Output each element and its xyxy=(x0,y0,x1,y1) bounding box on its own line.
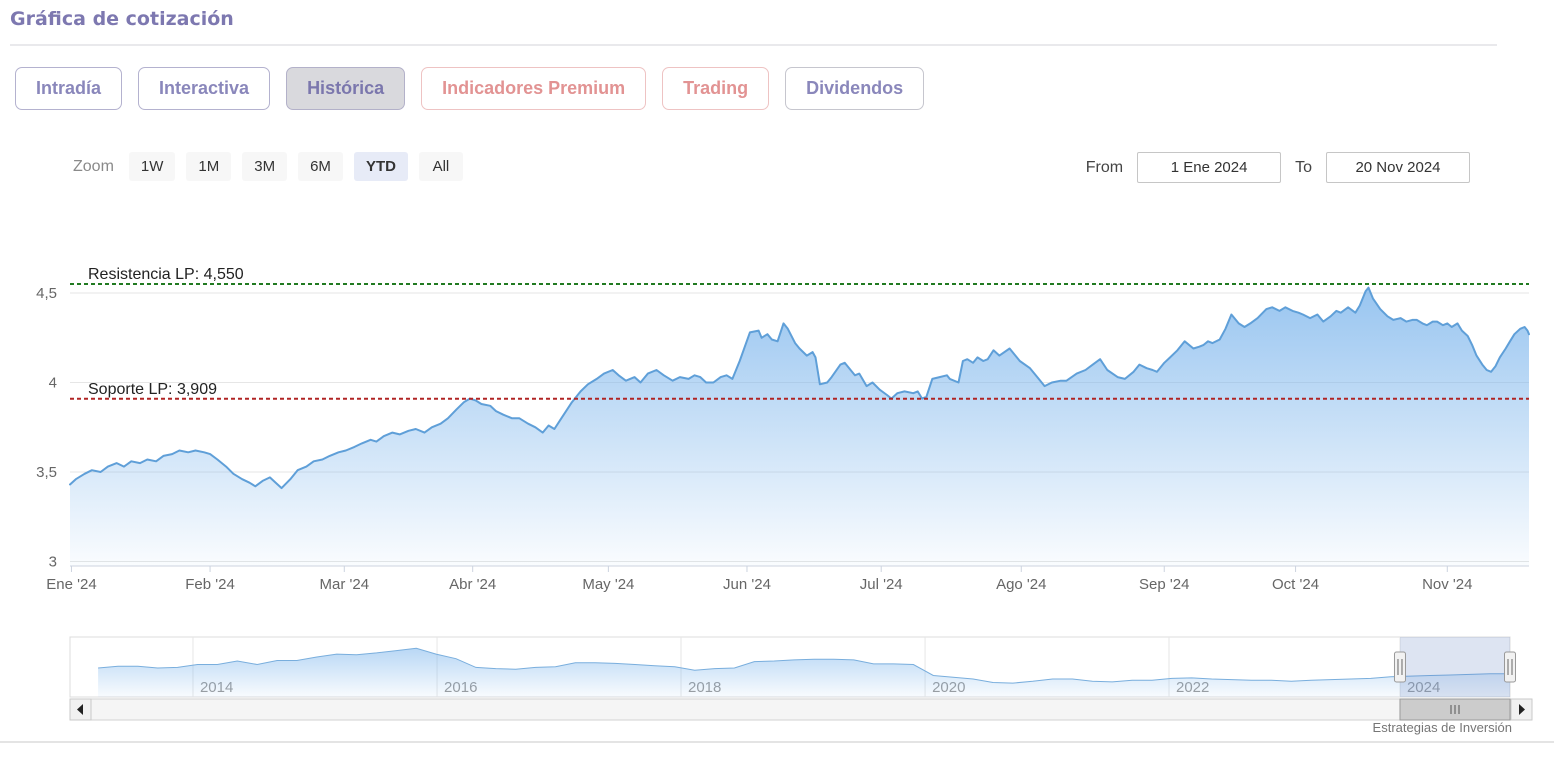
scrollbar-right-button[interactable] xyxy=(1510,698,1533,721)
navigator-line-series xyxy=(98,647,1510,684)
chart-credits: Estrategias de Inversión xyxy=(1372,720,1512,735)
zoom-btn-6m[interactable]: 6M xyxy=(298,152,343,181)
x-axis-label: Abr '24 xyxy=(449,576,496,593)
x-axis-label: Sep '24 xyxy=(1139,576,1189,593)
from-date-input[interactable]: 1 Ene 2024 xyxy=(1137,152,1282,183)
zoom-btn-all[interactable]: All xyxy=(418,152,463,181)
zoom-btn-ytd[interactable]: YTD xyxy=(353,152,408,181)
navigator-right-handle[interactable] xyxy=(1504,651,1516,683)
navigator-selected-range[interactable] xyxy=(1399,637,1510,697)
tab-dividendos[interactable]: Dividendos xyxy=(785,67,925,110)
chart-tabs: Intradía Interactiva Histórica Indicador… xyxy=(15,67,925,110)
navigator-area-fill xyxy=(98,648,1511,697)
scrollbar-track[interactable] xyxy=(90,698,1512,721)
x-axis-label: Mar '24 xyxy=(320,576,370,593)
x-axis-label: Jun '24 xyxy=(723,576,771,593)
tab-intradia[interactable]: Intradía xyxy=(15,67,123,110)
scrollbar-thumb[interactable] xyxy=(1399,698,1511,721)
x-axis-label: Nov '24 xyxy=(1422,576,1472,593)
price-line-series xyxy=(69,286,1530,490)
page-title: Gráfica de cotización xyxy=(10,8,234,30)
y-axis-label: 4,5 xyxy=(36,285,57,302)
range-selector: Zoom 1W 1M 3M 6M YTD All xyxy=(73,152,463,181)
x-axis-label: Feb '24 xyxy=(185,576,235,593)
x-axis-label: Oct '24 xyxy=(1272,576,1319,593)
price-area-fill xyxy=(70,287,1529,566)
from-label: From xyxy=(1085,158,1124,176)
y-axis-label: 4 xyxy=(49,375,57,392)
support-label: Soporte LP: 3,909 xyxy=(88,381,217,398)
x-axis-label: Ago '24 xyxy=(996,576,1046,593)
y-axis-label: 3 xyxy=(49,554,57,571)
zoom-label: Zoom xyxy=(73,157,114,175)
title-divider xyxy=(10,44,1497,46)
x-axis-label: May '24 xyxy=(582,576,634,593)
date-range: From 1 Ene 2024 To 20 Nov 2024 xyxy=(1086,152,1470,183)
x-axis-label: Jul '24 xyxy=(860,576,903,593)
zoom-btn-3m[interactable]: 3M xyxy=(242,152,288,181)
y-axis-label: 3,5 xyxy=(36,464,57,481)
resistance-label: Resistencia LP: 4,550 xyxy=(88,266,244,283)
x-axis-label: Ene '24 xyxy=(46,576,96,593)
tab-indicadores-premium[interactable]: Indicadores Premium xyxy=(421,67,647,110)
bottom-divider xyxy=(0,741,1554,743)
to-date-input[interactable]: 20 Nov 2024 xyxy=(1326,152,1470,183)
tab-trading[interactable]: Trading xyxy=(662,67,770,110)
zoom-btn-1w[interactable]: 1W xyxy=(128,152,176,181)
navigator-left-handle[interactable] xyxy=(1393,651,1406,683)
tab-historica[interactable]: Histórica xyxy=(286,67,406,110)
to-label: To xyxy=(1295,158,1312,176)
tab-interactiva[interactable]: Interactiva xyxy=(138,67,271,110)
scrollbar-left-button[interactable] xyxy=(69,698,92,721)
zoom-btn-1m[interactable]: 1M xyxy=(186,152,232,181)
